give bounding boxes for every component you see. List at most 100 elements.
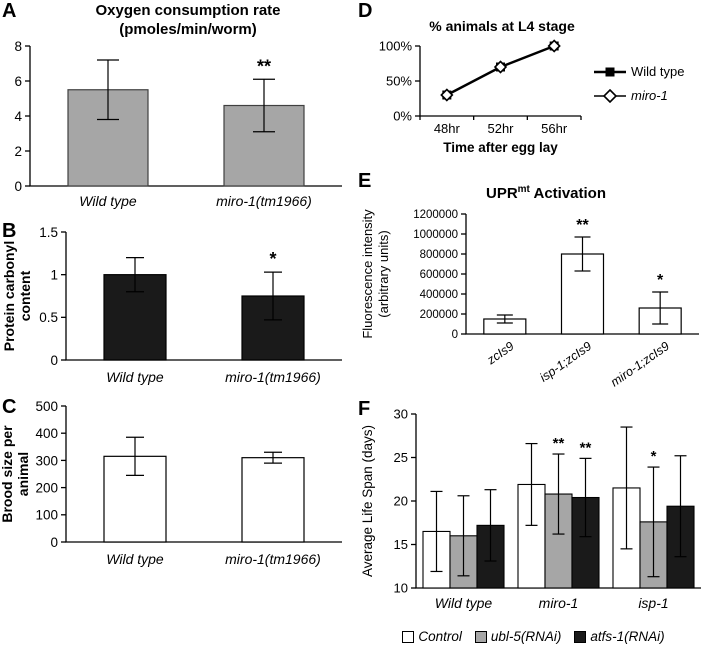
svg-text:8: 8 — [14, 39, 22, 54]
svg-text:Wild type: Wild type — [79, 193, 137, 209]
lifespan-grouped-bar-chart: 10 15 20 25 30 Average Life Span (days) Wild t… — [360, 407, 701, 611]
chart-f-legend: Control ubl-5(RNAi) atfs-1(RNAi) — [356, 629, 711, 644]
brood-size-chart: 0 100 200 300 400 500 Brood size per animal Wild… — [0, 399, 342, 567]
chart-a-title: Oxygen consumption rate (pmoles/min/worm… — [30, 2, 346, 40]
svg-text:1000000: 1000000 — [413, 229, 458, 241]
legend-item-ubl-5: ubl-5(RNAi) — [474, 629, 562, 644]
open-diamond-marker-icon — [594, 88, 626, 103]
svg-text:**: ** — [553, 435, 565, 452]
svg-text:Average Life Span (days): Average Life Span (days) — [360, 425, 375, 577]
chart-e-title: UPRmt Activation — [416, 184, 676, 204]
chart-d-legend: Wild type miro-1 — [594, 64, 684, 103]
svg-text:20: 20 — [394, 494, 408, 509]
svg-text:300: 300 — [35, 453, 58, 468]
svg-text:1: 1 — [50, 268, 58, 283]
svg-text:6: 6 — [14, 74, 22, 89]
svg-text:52hr: 52hr — [487, 121, 514, 136]
svg-text:30: 30 — [394, 407, 408, 422]
svg-text:**: ** — [580, 439, 592, 456]
l4-stage-line-chart: 0% 50% 100% 48hr 52hr 56hr Time after egg lay — [379, 39, 582, 155]
svg-text:Wild type: Wild type — [106, 551, 164, 567]
svg-text:25: 25 — [394, 450, 408, 465]
svg-text:animal: animal — [15, 452, 31, 496]
svg-text:*: * — [657, 272, 664, 289]
panel-c: C 0 100 200 300 400 500 Brood size per animal Wi… — [0, 396, 356, 582]
chart-e-title-suffix: Activation — [529, 185, 607, 202]
svg-text:isp-1: isp-1 — [638, 595, 668, 611]
svg-text:miro-1: miro-1 — [539, 595, 579, 611]
atfs-1-swatch-icon — [574, 630, 587, 643]
svg-text:56hr: 56hr — [541, 121, 568, 136]
chart-d-title: % animals at L4 stage — [429, 18, 575, 34]
svg-text:(arbitrary units): (arbitrary units) — [376, 230, 391, 317]
svg-text:Wild type: Wild type — [106, 369, 164, 385]
svg-text:100: 100 — [35, 508, 58, 523]
oxygen-consumption-chart: 0 2 4 6 8 Wild type ** miro-1(tm1966) — [14, 39, 342, 209]
chart-a-title-line1: Oxygen consumption rate — [95, 2, 281, 19]
panel-e: E UPRmt Activation 0 200000 400000 600000 80… — [356, 168, 711, 398]
panel-f: F 10 15 20 25 30 Average Life Span (days) Wild… — [356, 398, 711, 654]
panel-e-label: E — [358, 170, 372, 192]
control-swatch-icon — [402, 630, 415, 643]
svg-text:2: 2 — [14, 144, 22, 159]
legend-item-atfs-1: atfs-1(RNAi) — [574, 629, 665, 644]
svg-text:miro-1(tm1966): miro-1(tm1966) — [216, 193, 312, 209]
panel-a: A Oxygen consumption rate (pmoles/min/wo… — [0, 0, 356, 218]
svg-text:500: 500 — [35, 399, 58, 414]
svg-text:0: 0 — [50, 353, 58, 368]
protein-carbonyl-chart: 0 0.5 1 1.5 Protein carbonyl content Wild type… — [1, 225, 342, 385]
svg-text:4: 4 — [14, 109, 22, 124]
svg-text:0.5: 0.5 — [39, 310, 58, 325]
svg-text:400000: 400000 — [420, 289, 458, 301]
svg-text:1.5: 1.5 — [39, 225, 58, 240]
svg-text:0: 0 — [452, 329, 458, 341]
svg-text:**: ** — [257, 56, 271, 76]
upr-activation-chart: 0 200000 400000 600000 800000 1000000 1200000 F… — [360, 209, 699, 390]
svg-text:15: 15 — [394, 537, 408, 552]
legend-label-ubl-5: ubl-5(RNAi) — [490, 629, 562, 644]
panel-f-label: F — [358, 398, 371, 420]
legend-label-control: Control — [418, 629, 462, 644]
chart-e-title-prefix: UPR — [485, 185, 518, 202]
svg-text:Brood size per: Brood size per — [0, 425, 15, 523]
panel-a-label: A — [2, 0, 17, 22]
svg-text:**: ** — [576, 217, 589, 234]
svg-text:miro-1(tm1966): miro-1(tm1966) — [225, 369, 321, 385]
svg-text:50%: 50% — [386, 74, 412, 89]
svg-text:Protein carbonyl: Protein carbonyl — [1, 241, 17, 351]
legend-label-atfs-1: atfs-1(RNAi) — [590, 629, 665, 644]
panel-c-label: C — [2, 396, 17, 418]
svg-text:600000: 600000 — [420, 269, 458, 281]
svg-text:10: 10 — [394, 581, 408, 596]
panel-b-label: B — [2, 220, 17, 242]
svg-text:800000: 800000 — [420, 249, 458, 261]
chart-e-title-superscript: mt — [517, 184, 530, 195]
svg-text:400: 400 — [35, 426, 58, 441]
svg-text:isp-1;zcIs9: isp-1;zcIs9 — [537, 339, 594, 385]
svg-text:Time after egg lay: Time after egg lay — [443, 140, 558, 155]
panel-d: D % animals at L4 stage 0% 50% 100% 48hr 52h… — [356, 0, 711, 168]
svg-text:1200000: 1200000 — [413, 209, 458, 221]
svg-text:100%: 100% — [379, 39, 413, 54]
svg-text:0: 0 — [14, 179, 22, 194]
svg-text:*: * — [269, 249, 276, 269]
svg-text:miro-1(tm1966): miro-1(tm1966) — [225, 551, 321, 567]
svg-text:200: 200 — [35, 480, 58, 495]
svg-text:Fluorescence intensity: Fluorescence intensity — [360, 209, 375, 339]
legend-item-control: Control — [402, 629, 462, 644]
svg-text:zcIs9: zcIs9 — [484, 339, 517, 368]
panel-d-label: D — [358, 0, 373, 22]
legend-label-wild-type: Wild type — [631, 64, 685, 79]
svg-text:miro-1;zcIs9: miro-1;zcIs9 — [608, 339, 672, 390]
chart-a-title-line2: (pmoles/min/worm) — [119, 20, 257, 38]
svg-text:Wild type: Wild type — [435, 595, 493, 611]
svg-text:*: * — [651, 448, 657, 465]
svg-text:48hr: 48hr — [434, 121, 461, 136]
ubl-5-swatch-icon — [474, 630, 487, 643]
legend-label-miro-1: miro-1 — [631, 88, 668, 103]
svg-text:content: content — [17, 270, 33, 321]
legend-item-wild-type: Wild type — [594, 64, 684, 79]
panel-b: B 0 0.5 1 1.5 Protein carbonyl content Wild ty… — [0, 218, 356, 396]
svg-text:0%: 0% — [393, 109, 412, 124]
